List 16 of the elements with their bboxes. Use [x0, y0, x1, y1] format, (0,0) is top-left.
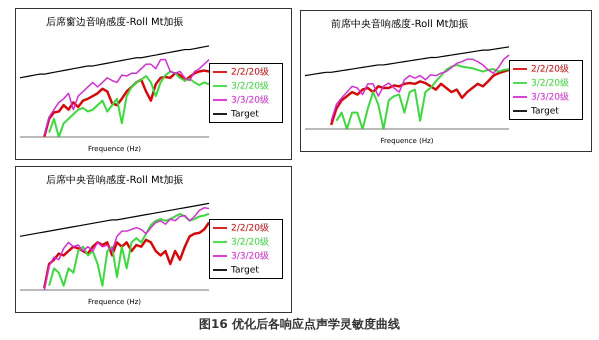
legend-label: 3/3/20级 [231, 95, 269, 106]
legend-label: Target [231, 264, 259, 275]
legend-label: 3/2/20级 [231, 81, 269, 92]
legend-label: 3/3/20级 [231, 250, 269, 261]
legend-label: 3/2/20级 [531, 78, 569, 88]
legend-label: Target [531, 106, 559, 116]
chart-title: 前席中央音响感度-Roll Mt加振 [331, 18, 469, 31]
chart-title: 后席窗边音响感度-Roll Mt加振 [46, 16, 184, 29]
legend-label: 2/2/20级 [231, 222, 269, 233]
chart-title: 后席中央音响感度-Roll Mt加振 [46, 174, 184, 187]
caption: 图16 优化后各响应点声学灵敏度曲线 [198, 316, 401, 333]
legend-label: 3/2/20级 [231, 236, 269, 247]
legend-label: 2/2/20级 [531, 64, 569, 74]
legend-label: 3/3/20级 [531, 92, 569, 102]
legend-label: Target [231, 109, 259, 120]
legend-label: 2/2/20级 [231, 67, 269, 78]
